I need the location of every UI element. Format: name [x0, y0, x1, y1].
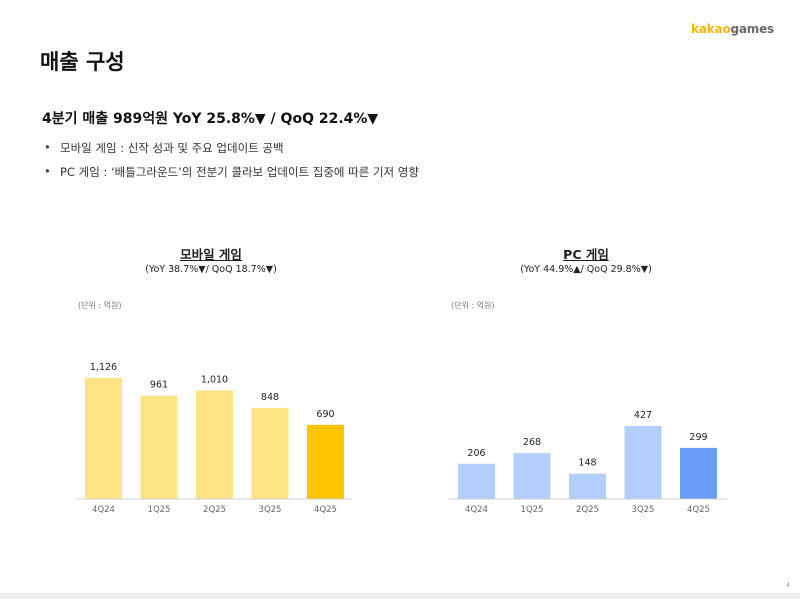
data-label-mobile-4Q25: 690 — [316, 409, 334, 420]
page-number: 4 — [786, 582, 790, 589]
data-label-pc-3Q25: 427 — [634, 410, 652, 421]
chart-subtitle-mobile: (YoY 38.7%▼/ QoQ 18.7%▼) — [145, 264, 277, 275]
x-tick-mobile-1Q25: 1Q25 — [148, 505, 171, 515]
x-tick-pc-4Q25: 4Q25 — [687, 505, 710, 515]
bullet-list: 모바일 게임 : 신작 성과 및 주요 업데이트 공백 PC 게임 : ‘배틀그… — [44, 140, 419, 188]
bar-mobile-4Q24 — [85, 378, 122, 499]
bar-pc-3Q25 — [624, 426, 662, 499]
kakaogames-logo: kakaogames — [691, 22, 774, 36]
bar-pc-2Q25 — [569, 473, 606, 499]
data-label-mobile-3Q25: 848 — [261, 392, 279, 403]
x-tick-pc-3Q25: 3Q25 — [632, 505, 655, 515]
unit-label-mobile: (단위 : 억원) — [78, 301, 122, 310]
x-tick-pc-1Q25: 1Q25 — [521, 505, 544, 515]
bullet-mobile: 모바일 게임 : 신작 성과 및 주요 업데이트 공백 — [44, 140, 419, 156]
bullet-pc: PC 게임 : ‘배틀그라운드’의 전분기 콜라보 업데이트 집중에 따른 기저… — [44, 164, 419, 180]
bar-pc-1Q25 — [513, 453, 551, 499]
data-label-mobile-1Q25: 961 — [150, 380, 168, 391]
x-tick-mobile-4Q24: 4Q24 — [92, 505, 115, 515]
chart-title-pc: PC 게임 — [563, 247, 609, 262]
bar-mobile-4Q25 — [307, 424, 344, 499]
x-tick-pc-2Q25: 2Q25 — [576, 505, 599, 515]
page-title: 매출 구성 — [40, 50, 125, 74]
x-tick-mobile-3Q25: 3Q25 — [259, 505, 282, 515]
x-tick-mobile-2Q25: 2Q25 — [203, 505, 226, 515]
x-tick-mobile-4Q25: 4Q25 — [314, 505, 337, 515]
data-label-pc-4Q24: 206 — [467, 448, 485, 459]
headline: 4분기 매출 989억원 YoY 25.8%▼ / QoQ 22.4%▼ — [42, 111, 379, 127]
data-label-pc-2Q25: 148 — [578, 458, 596, 469]
footer-bar — [0, 593, 800, 599]
bar-pc-4Q24 — [458, 463, 495, 499]
unit-label-pc: (단위 : 억원) — [451, 301, 495, 310]
chart-title-mobile: 모바일 게임 — [180, 247, 242, 262]
bar-pc-4Q25 — [680, 447, 717, 499]
bar-mobile-1Q25 — [140, 395, 178, 499]
data-label-pc-1Q25: 268 — [523, 437, 541, 448]
data-label-pc-4Q25: 299 — [689, 432, 707, 443]
bar-mobile-3Q25 — [251, 407, 289, 499]
x-tick-pc-4Q24: 4Q24 — [465, 505, 488, 515]
data-label-mobile-2Q25: 1,010 — [201, 374, 228, 385]
bar-mobile-2Q25 — [196, 390, 233, 499]
chart-subtitle-pc: (YoY 44.9%▲/ QoQ 29.8%▼) — [520, 264, 652, 275]
data-label-mobile-4Q24: 1,126 — [90, 362, 117, 373]
